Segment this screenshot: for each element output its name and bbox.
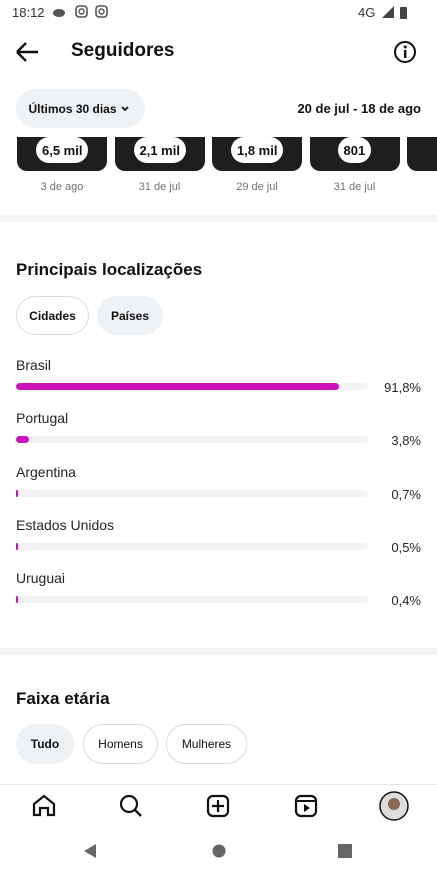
reel-count: 6,5 mil bbox=[36, 137, 89, 163]
bar-track bbox=[16, 383, 368, 390]
location-percent: 3,8% bbox=[391, 433, 421, 449]
signal-battery bbox=[382, 6, 407, 19]
tab-cities[interactable]: Cidades bbox=[16, 296, 89, 335]
location-percent: 0,5% bbox=[391, 539, 421, 555]
location-bar bbox=[16, 489, 19, 497]
location-percent: 0,7% bbox=[391, 486, 421, 502]
location-name: Estados Unidos bbox=[16, 516, 115, 533]
status-time: 18:12 bbox=[12, 5, 45, 20]
location-bar bbox=[16, 383, 340, 390]
tab-men[interactable]: Homens bbox=[83, 724, 158, 764]
section-title: Principais localizações bbox=[16, 260, 203, 279]
tab-women[interactable]: Mulheres bbox=[166, 724, 247, 764]
reel-date: 31 de jul bbox=[138, 181, 181, 193]
sys-recent[interactable] bbox=[338, 844, 352, 858]
chevron bbox=[120, 105, 129, 111]
back-button[interactable] bbox=[14, 40, 40, 64]
sys-back[interactable] bbox=[84, 844, 96, 858]
home-tab[interactable] bbox=[32, 794, 56, 817]
reel-date: 29 de jul bbox=[236, 181, 278, 193]
section-title: Faixa etária bbox=[16, 689, 110, 708]
divider bbox=[0, 215, 437, 222]
status-network: 4G bbox=[358, 5, 376, 20]
reel-count: 2,1 mil bbox=[133, 137, 186, 163]
bar-track bbox=[16, 596, 368, 604]
location-bar bbox=[16, 436, 30, 444]
location-name: Brasil bbox=[16, 357, 52, 373]
location-name: Argentina bbox=[16, 463, 76, 480]
info-button[interactable] bbox=[393, 40, 417, 64]
create-tab[interactable] bbox=[206, 794, 230, 818]
divider bbox=[0, 648, 437, 655]
status-icons bbox=[53, 5, 108, 18]
search-tab[interactable] bbox=[119, 794, 142, 817]
sys-home[interactable] bbox=[212, 844, 226, 858]
period-filter[interactable]: Últimos 30 dias bbox=[16, 89, 145, 128]
location-name: Portugal bbox=[16, 410, 69, 427]
tab-countries[interactable]: Países bbox=[97, 296, 163, 335]
date-range: 20 de jul - 18 de ago bbox=[297, 101, 421, 116]
reel-count: 1,8 mil bbox=[231, 137, 284, 163]
location-percent: 91,8% bbox=[384, 380, 421, 395]
reels-tab[interactable] bbox=[294, 794, 318, 818]
period-label: Últimos 30 dias bbox=[28, 101, 117, 116]
tab-all[interactable]: Tudo bbox=[16, 724, 74, 764]
bar-track bbox=[16, 489, 368, 497]
location-bar bbox=[16, 542, 18, 550]
bottom-nav bbox=[32, 791, 409, 858]
bar-track bbox=[16, 436, 368, 444]
location-name: Uruguai bbox=[16, 570, 66, 587]
nav-border bbox=[0, 784, 437, 785]
profile-tab[interactable] bbox=[379, 791, 409, 821]
reel-count: 801 bbox=[337, 137, 372, 163]
reel-date: 3 de ago bbox=[40, 181, 84, 193]
reel-thumbnail[interactable] bbox=[407, 137, 437, 171]
location-bar bbox=[16, 596, 18, 604]
reel-date: 31 de jul bbox=[333, 181, 376, 193]
page-title: Seguidores bbox=[71, 40, 175, 61]
bar-track bbox=[16, 542, 368, 550]
location-percent: 0,4% bbox=[391, 593, 421, 609]
